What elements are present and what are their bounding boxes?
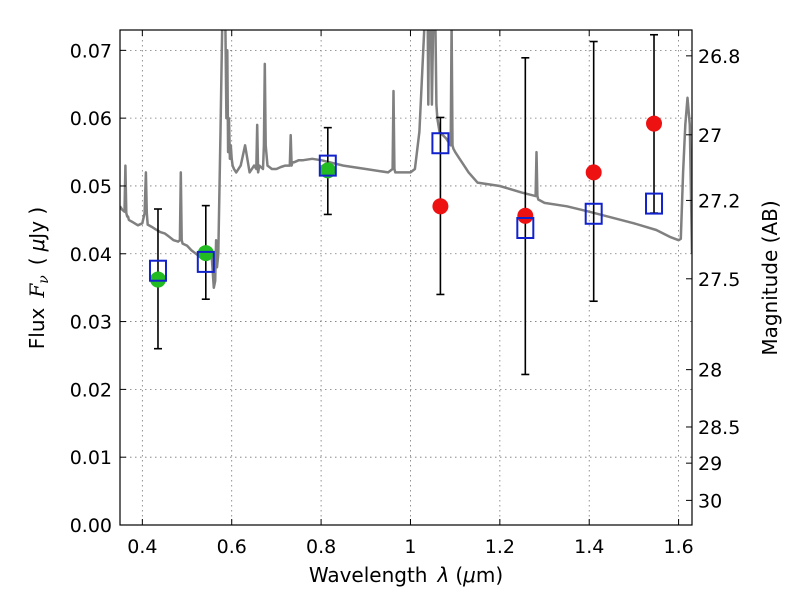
magnitude-tick-label: 28.5 <box>698 417 740 439</box>
observed-point <box>517 207 534 224</box>
y2-axis-label: Magnitude (AB) <box>758 200 782 355</box>
x-axis-label-unit-mu: μ <box>462 563 476 587</box>
y-tick-label: 0.06 <box>70 108 112 130</box>
x-axis-label-unit-open: ( <box>455 563 463 587</box>
x-axis-label: Wavelength λ (μm) <box>309 563 503 587</box>
x-tick-label: 0.4 <box>127 536 157 558</box>
magnitude-tick-label: 27.5 <box>698 269 740 291</box>
y-axis-label-prefix: Flux <box>25 307 49 349</box>
y-axis-label-unit-mu: μ <box>25 239 49 253</box>
x-tick-label: 0.8 <box>306 536 336 558</box>
magnitude-tick-label: 27 <box>698 125 722 147</box>
observed-point <box>585 164 602 181</box>
x-tick-label: 0.6 <box>217 536 247 558</box>
data-points <box>148 115 664 288</box>
y-tick-label: 0.05 <box>70 176 112 198</box>
y-tick-label: 0.01 <box>70 447 112 469</box>
plot-frame <box>119 29 693 526</box>
model-photometry-square <box>431 132 450 155</box>
observed-point <box>432 198 449 215</box>
magnitude-tick-label: 29 <box>698 453 722 475</box>
y-tick-label: 0.07 <box>70 40 112 62</box>
model-photometry-square <box>645 192 664 215</box>
x-tick-label: 1 <box>404 536 416 558</box>
spectrum-layer <box>120 30 692 289</box>
x-axis-label-unit-rest: m) <box>476 563 503 587</box>
y-axis-label-unit-rest: Jy ) <box>25 207 49 241</box>
magnitude-tick-label: 28 <box>698 360 722 382</box>
magnitude-tick-label: 30 <box>698 490 722 512</box>
y-axis-label-symbol-sub: ν <box>36 275 52 284</box>
magnitude-tick-label: 27.2 <box>698 190 740 212</box>
model-photometry-square <box>516 217 535 239</box>
y-axis-label-unit-open: ( <box>25 257 49 265</box>
observed-point <box>319 162 336 179</box>
y-tick-label: 0.03 <box>70 312 112 334</box>
y-axis-label: Flux Fν ( μJy ) <box>25 207 52 349</box>
magnitude-tick-label: 26.8 <box>698 46 740 68</box>
model-photometry-square <box>148 259 167 282</box>
y-axis-label-symbol: F <box>25 283 49 299</box>
x-axis-label-symbol: λ <box>436 563 449 587</box>
y-tick-label: 0.02 <box>70 379 112 401</box>
model-photometry-square <box>196 250 215 273</box>
observed-point <box>646 115 663 132</box>
x-tick-label: 1.2 <box>485 536 515 558</box>
y-tick-label: 0.00 <box>70 515 112 537</box>
x-tick-label: 1.6 <box>663 536 693 558</box>
observed-point <box>149 271 166 288</box>
x-axis-label-prefix: Wavelength <box>309 563 428 587</box>
x-tick-label: 1.4 <box>574 536 604 558</box>
model-photometry-square <box>584 202 603 225</box>
model-photometry-square <box>318 154 337 177</box>
observed-point <box>197 245 214 262</box>
model-spectrum-line <box>120 30 692 289</box>
y-tick-label: 0.04 <box>70 244 112 266</box>
axis-ticks: 0.4 0.6 0.8 1 1.2 1.4 1.6 0.00 0.01 0.02 0.03 0.04 0… <box>70 30 740 558</box>
